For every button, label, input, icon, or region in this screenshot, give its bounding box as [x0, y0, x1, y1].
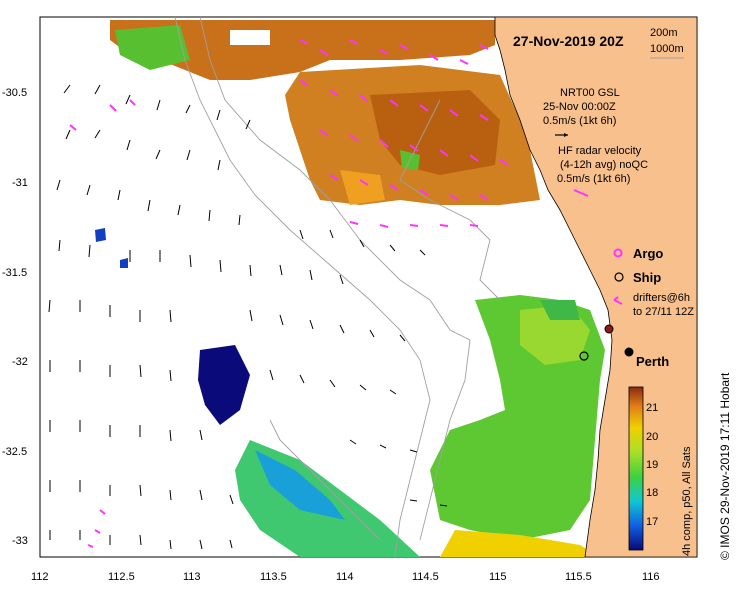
y-tick-30-5: -30.5: [2, 87, 27, 99]
perth-marker: [624, 347, 634, 357]
x-axis: 112 112.5 113 113.5 114 114.5 115 115.5 …: [31, 571, 660, 583]
hf-radar-line2: (4-12h avg) noQC: [560, 159, 648, 171]
colorbar-tick-19: 19: [646, 459, 658, 471]
x-tick-115-5: 115.5: [565, 571, 592, 583]
current-vectors: [48, 84, 448, 550]
map-title: 27-Nov-2019 20Z: [513, 33, 624, 49]
legend: Argo Ship drifters@6h to 27/11 12Z: [613, 246, 694, 318]
colorbar-ramp: [628, 386, 644, 551]
x-tick-113: 113: [183, 571, 201, 583]
hf-radar-vectors: [69, 39, 509, 548]
hf-radar-scale-arrow: [573, 189, 589, 197]
x-tick-112-5: 112.5: [108, 571, 135, 583]
colorbar: 21 20 19 18 17 4h comp, p50, All Sats: [628, 386, 693, 556]
depth-label-1000m: 1000m: [650, 43, 684, 55]
x-tick-116: 116: [642, 571, 660, 583]
x-tick-114: 114: [336, 571, 354, 583]
credit-text: © IMOS 29-Nov-2019 17:11 Hobart: [718, 372, 732, 560]
x-tick-112: 112: [31, 571, 49, 583]
model-name: NRT00 GSL: [560, 87, 620, 99]
legend-argo: Argo: [633, 246, 663, 261]
model-scale-arrow-head: [564, 133, 568, 137]
colorbar-tick-17: 17: [646, 516, 658, 528]
model-time: 25-Nov 00:00Z: [543, 101, 616, 113]
colorbar-tick-21: 21: [646, 402, 658, 414]
land-area: [494, 17, 697, 557]
hf-radar-scale: 0.5m/s (1kt 6h): [557, 173, 630, 185]
y-tick-32-5: -32.5: [2, 446, 27, 458]
bathymetry-contours: [174, 17, 501, 557]
model-scale: 0.5m/s (1kt 6h): [543, 115, 616, 127]
ship-legend-icon: [614, 272, 624, 282]
legend-drifters-2: to 27/11 12Z: [633, 306, 694, 318]
argo-legend-icon: [613, 248, 623, 258]
y-axis: -30.5 -31 -31.5 -32 -32.5 -33: [2, 87, 28, 547]
legend-ship: Ship: [633, 270, 661, 285]
legend-drifters-1: drifters@6h: [633, 292, 690, 304]
colorbar-tick-20: 20: [646, 431, 658, 443]
x-tick-114-5: 114.5: [412, 571, 439, 583]
depth-label-200m: 200m: [650, 27, 678, 39]
hf-radar-line1: HF radar velocity: [558, 145, 642, 157]
sst-cold-offshore: [95, 228, 420, 557]
y-tick-32: -32: [12, 356, 28, 368]
x-tick-113-5: 113.5: [260, 571, 287, 583]
ship-marker-2: [604, 324, 614, 334]
y-tick-31-5: -31.5: [2, 267, 27, 279]
colorbar-caption: 4h comp, p50, All Sats: [681, 446, 693, 556]
colorbar-tick-18: 18: [646, 487, 658, 499]
sst-warm-north: [110, 20, 540, 205]
drifter-legend-icon: [613, 296, 623, 305]
sst-green-coastal: [430, 295, 605, 557]
y-tick-33: -33: [12, 535, 28, 547]
x-tick-115: 115: [489, 571, 507, 583]
ship-marker-1: [579, 351, 589, 361]
city-label: Perth: [636, 354, 669, 369]
y-tick-31: -31: [12, 177, 28, 189]
